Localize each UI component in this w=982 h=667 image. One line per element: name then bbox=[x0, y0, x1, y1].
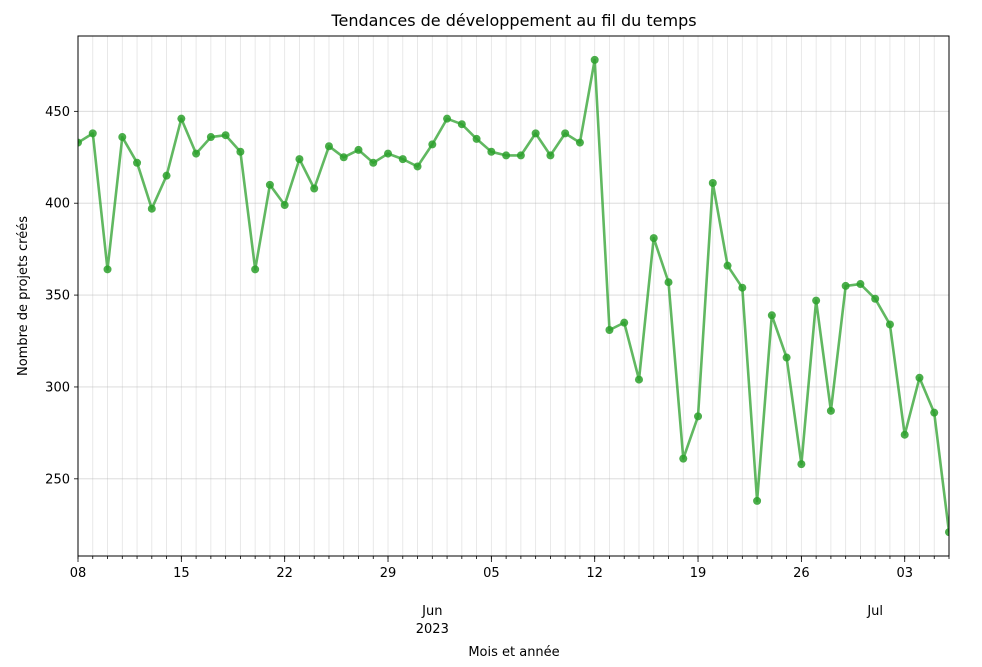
data-point bbox=[841, 281, 850, 290]
x-tick-label: 29 bbox=[380, 566, 397, 581]
x-tick-label: 19 bbox=[690, 566, 707, 581]
x-tick-label: 03 bbox=[896, 566, 913, 581]
data-point bbox=[502, 151, 511, 160]
data-point bbox=[664, 278, 673, 287]
data-point bbox=[413, 162, 422, 171]
data-point bbox=[915, 373, 924, 382]
data-point bbox=[871, 294, 880, 303]
data-point bbox=[428, 140, 437, 149]
data-point bbox=[192, 149, 201, 158]
x-axis-title: Mois et année bbox=[468, 645, 559, 660]
data-point bbox=[930, 408, 939, 417]
data-point bbox=[900, 430, 909, 439]
data-point bbox=[133, 158, 142, 167]
data-point bbox=[531, 129, 540, 138]
x-year-label: 2023 bbox=[416, 622, 449, 637]
data-point bbox=[708, 178, 717, 187]
x-tick-label: 05 bbox=[483, 566, 500, 581]
data-point bbox=[487, 147, 496, 156]
y-tick-label: 350 bbox=[45, 289, 70, 304]
data-point bbox=[620, 318, 629, 327]
series-layer bbox=[78, 55, 949, 537]
data-point bbox=[280, 201, 289, 210]
data-point bbox=[723, 261, 732, 270]
data-point bbox=[354, 145, 363, 154]
data-point bbox=[251, 265, 260, 274]
data-point bbox=[694, 412, 703, 421]
data-point bbox=[561, 129, 570, 138]
data-point bbox=[812, 296, 821, 305]
data-point bbox=[649, 234, 658, 243]
data-point bbox=[384, 149, 393, 158]
data-point bbox=[206, 133, 215, 142]
data-point bbox=[339, 153, 348, 162]
data-point bbox=[590, 55, 599, 64]
data-point bbox=[516, 151, 525, 160]
x-tick-label: 22 bbox=[276, 566, 293, 581]
y-tick-label: 450 bbox=[45, 105, 70, 120]
data-point bbox=[443, 114, 452, 123]
data-point bbox=[753, 496, 762, 505]
data-point bbox=[398, 155, 407, 164]
plot-frame bbox=[77, 35, 950, 557]
data-point bbox=[78, 138, 82, 147]
data-point bbox=[295, 155, 304, 164]
data-point bbox=[546, 151, 555, 160]
data-point bbox=[575, 138, 584, 147]
grid-lines bbox=[77, 36, 950, 556]
data-point bbox=[177, 114, 186, 123]
data-point bbox=[324, 142, 333, 151]
x-month-label: Jul bbox=[866, 604, 883, 619]
data-point bbox=[885, 320, 894, 329]
data-point bbox=[118, 133, 127, 142]
data-point bbox=[457, 120, 466, 129]
data-point bbox=[826, 406, 835, 415]
data-point bbox=[856, 280, 865, 289]
data-point bbox=[945, 528, 949, 537]
data-point bbox=[738, 283, 747, 292]
y-tick-label: 250 bbox=[45, 472, 70, 487]
series-group bbox=[78, 55, 949, 537]
x-tick-label: 08 bbox=[70, 566, 87, 581]
y-axis-title: Nombre de projets créés bbox=[16, 216, 31, 376]
x-tick-label: 26 bbox=[793, 566, 810, 581]
x-tick-label: 15 bbox=[173, 566, 190, 581]
data-point bbox=[221, 131, 230, 140]
data-point bbox=[472, 134, 481, 143]
axes: 250 300 350 400 450 08 15 22 29 05 12 19 26 03 Jun 2023… bbox=[45, 35, 950, 637]
data-point bbox=[147, 204, 156, 213]
data-point bbox=[767, 311, 776, 320]
y-tick-label: 400 bbox=[45, 197, 70, 212]
series-line bbox=[78, 58, 949, 533]
data-point bbox=[265, 180, 274, 189]
data-point bbox=[88, 129, 97, 138]
data-point bbox=[797, 460, 806, 469]
data-point bbox=[605, 325, 614, 334]
data-point bbox=[634, 375, 643, 384]
data-point bbox=[162, 171, 171, 180]
y-tick-label: 300 bbox=[45, 380, 70, 395]
data-point bbox=[369, 158, 378, 167]
data-point bbox=[236, 147, 245, 156]
chart-title: Tendances de développement au fil du tem… bbox=[330, 11, 696, 30]
data-point bbox=[679, 454, 688, 463]
data-point bbox=[782, 353, 791, 362]
x-month-label: Jun bbox=[421, 604, 442, 619]
data-point bbox=[103, 265, 112, 274]
data-point bbox=[310, 184, 319, 193]
x-tick-label: 12 bbox=[586, 566, 603, 581]
